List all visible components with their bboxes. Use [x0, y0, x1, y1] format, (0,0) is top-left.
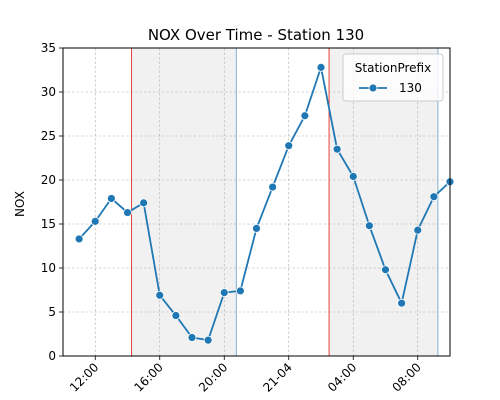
data-point-marker — [429, 192, 439, 202]
legend-series-marker — [368, 83, 378, 93]
data-point-marker — [316, 62, 326, 72]
series-130 — [74, 62, 455, 345]
y-tick-label: 15 — [41, 217, 56, 231]
data-point-marker — [106, 194, 116, 203]
data-point-marker — [235, 286, 245, 296]
legend-box — [342, 53, 444, 102]
y-tick-label: 5 — [48, 305, 56, 319]
plot-frame — [62, 47, 451, 357]
legend-series-label: 130 — [399, 81, 422, 95]
shaded-region — [131, 48, 237, 356]
y-tick-label: 0 — [48, 349, 56, 363]
data-point-marker — [203, 335, 213, 345]
data-point-marker — [348, 172, 358, 181]
data-point-marker — [332, 144, 342, 154]
data-point-marker — [381, 265, 390, 275]
data-point-marker — [187, 333, 197, 342]
y-tick-label: 20 — [41, 173, 56, 187]
y-axis-label: NOX — [13, 191, 27, 217]
data-point-marker — [74, 234, 84, 244]
data-point-marker — [364, 221, 374, 231]
data-point-marker — [284, 141, 294, 151]
data-point-marker — [171, 311, 181, 320]
data-point-marker — [90, 216, 100, 226]
data-point-marker — [397, 298, 407, 308]
legend-title: StationPrefix — [355, 61, 431, 75]
y-axis-ticks: 0 5 10 15 20 25 30 35 — [41, 41, 63, 363]
data-point-marker — [300, 111, 310, 121]
data-point-marker — [139, 198, 149, 208]
y-tick-label: 10 — [41, 261, 56, 275]
y-tick-label: 30 — [41, 85, 56, 99]
legend: StationPrefix 130 — [342, 53, 444, 102]
y-tick-label: 35 — [41, 41, 56, 55]
data-point-marker — [123, 208, 132, 217]
data-point-marker — [219, 288, 229, 298]
y-tick-label: 25 — [41, 129, 56, 143]
data-point-marker — [268, 182, 278, 192]
data-point-marker — [155, 290, 165, 300]
data-point-marker — [252, 223, 261, 233]
chart-title: NOX Over Time - Station 130 — [148, 26, 364, 44]
data-point-marker — [413, 225, 423, 235]
